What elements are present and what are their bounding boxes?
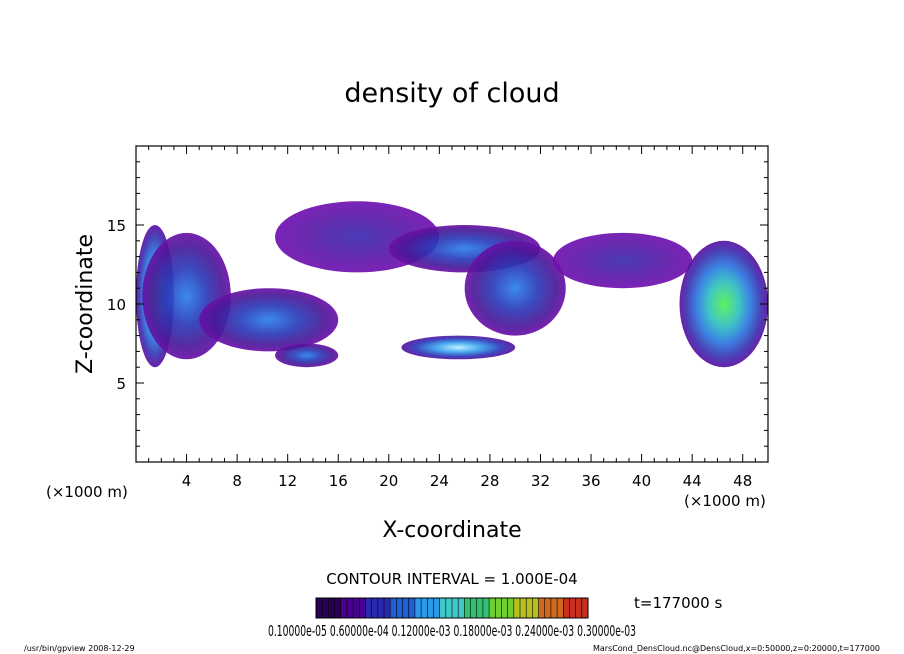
cloud-region: [275, 343, 339, 368]
cloud-region: [553, 232, 693, 289]
colorbar-segment: [507, 598, 515, 618]
y-tick-label: 10: [107, 296, 126, 314]
colorbar-segment: [581, 598, 589, 618]
colorbar-segment: [557, 598, 564, 618]
colorbar-segment: [476, 598, 484, 618]
x-tick-label: 40: [632, 472, 651, 490]
colorbar-segment: [520, 598, 527, 618]
x-tick-label: 48: [733, 472, 752, 490]
x-axis-label: X-coordinate: [382, 518, 521, 543]
colorbar-segment: [427, 598, 434, 618]
y-axis-label: Z-coordinate: [73, 234, 98, 374]
colorbar-segment: [495, 598, 502, 618]
footer-right: MarsCond_DensCloud.nc@DensCloud,x=0:5000…: [593, 644, 880, 653]
colorbar-segment: [322, 598, 329, 618]
chart-title: density of cloud: [344, 78, 559, 109]
cloud-region: [199, 288, 339, 352]
y-tick-label: 5: [116, 375, 126, 393]
colorbar-segment: [414, 598, 422, 618]
colorbar-segment: [575, 598, 583, 618]
colorbar-segment: [482, 598, 490, 618]
x-tick-label: 24: [430, 472, 449, 490]
colorbar-segment: [501, 598, 508, 618]
x-tick-label: 28: [480, 472, 499, 490]
plot-area: [136, 201, 768, 368]
colorbar-frame: [315, 597, 589, 619]
colorbar: [315, 597, 589, 619]
x-tick-label: 12: [278, 472, 297, 490]
colorbar-segment: [532, 598, 539, 618]
colorbar-segment: [433, 598, 440, 618]
colorbar-segment: [402, 598, 410, 618]
colorbar-segment: [452, 598, 459, 618]
x-tick-label: 44: [683, 472, 702, 490]
colorbar-segment: [513, 598, 521, 618]
colorbar-segment: [346, 598, 354, 618]
y-tick-label: 15: [107, 217, 126, 235]
colorbar-segment: [316, 598, 323, 618]
cloud-region: [464, 240, 566, 336]
colorbar-segment: [538, 598, 546, 618]
colorbar-segment: [340, 598, 348, 618]
colorbar-segment: [396, 598, 403, 618]
colorbar-segment: [550, 598, 558, 618]
colorbar-segment: [421, 598, 428, 618]
x-unit-left: (×1000 m): [46, 483, 128, 501]
colorbar-segment: [489, 598, 496, 618]
x-tick-label: 36: [581, 472, 600, 490]
footer-left: /usr/bin/gpview 2008-12-29: [24, 644, 135, 653]
x-tick-label: 32: [531, 472, 550, 490]
contour-interval: CONTOUR INTERVAL = 1.000E-04: [326, 570, 577, 588]
colorbar-segment: [328, 598, 335, 618]
x-tick-label: 16: [329, 472, 348, 490]
colorbar-segment: [371, 598, 379, 618]
colorbar-segment: [353, 598, 360, 618]
colorbar-segment: [384, 598, 391, 618]
colorbar-segment: [544, 598, 552, 618]
colorbar-segment: [445, 598, 453, 618]
colorbar-segment: [439, 598, 447, 618]
colorbar-segment: [408, 598, 416, 618]
x-tick-label: 20: [379, 472, 398, 490]
colorbar-segment: [563, 598, 570, 618]
colorbar-segment: [458, 598, 465, 618]
colorbar-segment: [470, 598, 478, 618]
colorbar-segment: [390, 598, 397, 618]
cloud-region: [679, 240, 768, 368]
colorbar-segment: [526, 598, 533, 618]
time-label: t=177000 s: [634, 594, 722, 612]
colorbar-segment: [334, 598, 342, 618]
cloud-region: [401, 335, 516, 360]
colorbar-segment: [365, 598, 372, 618]
x-tick-label: 8: [232, 472, 242, 490]
colorbar-segment: [464, 598, 471, 618]
colorbar-segment: [569, 598, 576, 618]
colorbar-segment: [377, 598, 385, 618]
x-unit-right: (×1000 m): [684, 492, 766, 510]
colorbar-labels: 0.10000e-05 0.60000e-04 0.12000e-03 0.18…: [268, 622, 636, 640]
x-tick-label: 4: [182, 472, 192, 490]
colorbar-segment: [359, 598, 366, 618]
